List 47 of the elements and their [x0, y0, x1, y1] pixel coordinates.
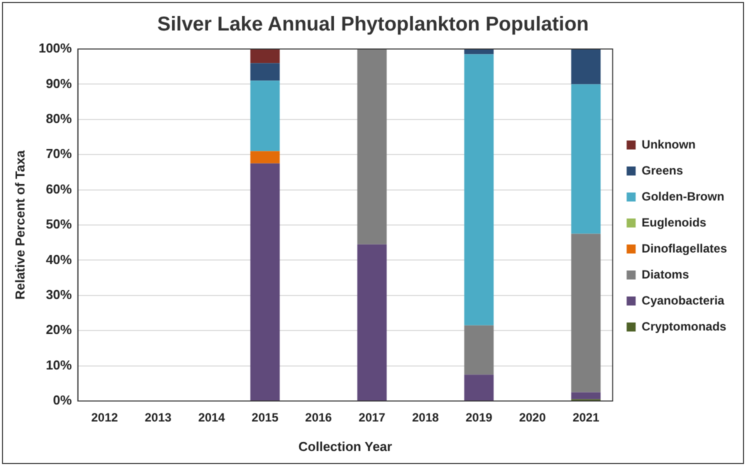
- legend-label: Greens: [642, 163, 684, 178]
- x-tick-label: 2016: [305, 410, 332, 425]
- y-tick-label: 10%: [46, 357, 72, 372]
- bar: [464, 325, 494, 375]
- x-tick-label: 2017: [358, 410, 386, 425]
- y-tick-label: 100%: [38, 40, 72, 56]
- bar: [464, 374, 494, 400]
- y-tick-label: 70%: [46, 146, 72, 162]
- legend-label: Cyanobacteria: [642, 293, 725, 308]
- bar: [250, 80, 280, 152]
- bar: [357, 244, 387, 400]
- bar: [250, 63, 280, 81]
- x-tick-label: 2020: [519, 410, 546, 425]
- bar: [571, 234, 601, 392]
- x-tick-label: 2013: [144, 410, 172, 425]
- y-tick-label: 60%: [46, 181, 72, 196]
- y-tick-label: 90%: [46, 76, 72, 91]
- legend-label: Diatoms: [642, 267, 690, 282]
- y-tick-label: 80%: [46, 110, 72, 126]
- bar: [250, 151, 280, 164]
- x-tick-label: 2012: [91, 410, 118, 425]
- bar: [464, 49, 494, 54]
- y-tick-label: 0%: [53, 392, 72, 408]
- y-tick-label: 20%: [46, 322, 72, 338]
- legend-label: Golden-Brown: [642, 189, 724, 204]
- legend-label: Dinoflagellates: [642, 241, 728, 256]
- x-tick-label: 2015: [252, 410, 279, 425]
- bar: [250, 163, 280, 400]
- bar: [250, 49, 280, 64]
- bar: [571, 84, 601, 234]
- bar: [571, 49, 601, 84]
- bar: [464, 54, 494, 326]
- y-tick-label: 50%: [46, 216, 72, 232]
- x-tick-label: 2018: [412, 410, 440, 425]
- y-tick-label: 30%: [46, 286, 72, 302]
- legend-label: Cryptomonads: [642, 319, 727, 334]
- x-tick-label: 2019: [466, 410, 493, 425]
- x-axis-title: Collection Year: [298, 438, 392, 454]
- x-tick-label: 2021: [572, 410, 600, 425]
- bar: [571, 392, 601, 400]
- y-tick-label: 40%: [46, 252, 72, 267]
- legend-label: Euglenoids: [642, 215, 707, 230]
- legend-label: Unknown: [642, 137, 696, 152]
- chart-title: Silver Lake Annual Phytoplankton Population: [157, 14, 589, 36]
- bar: [357, 49, 387, 244]
- y-axis-title: Relative Percent of Taxa: [12, 150, 28, 300]
- x-tick-label: 2014: [198, 410, 226, 425]
